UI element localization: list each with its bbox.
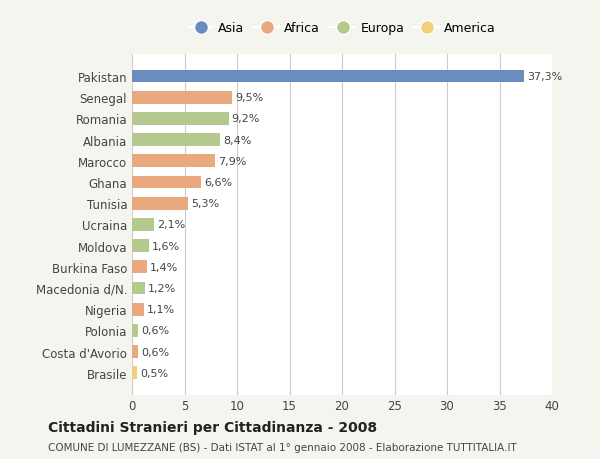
Text: 1,4%: 1,4%	[150, 262, 178, 272]
Text: 1,2%: 1,2%	[148, 283, 176, 293]
Text: COMUNE DI LUMEZZANE (BS) - Dati ISTAT al 1° gennaio 2008 - Elaborazione TUTTITAL: COMUNE DI LUMEZZANE (BS) - Dati ISTAT al…	[48, 442, 517, 452]
Bar	[132, 134, 220, 147]
Bar	[132, 155, 215, 168]
Bar	[132, 240, 149, 252]
Text: 7,9%: 7,9%	[218, 157, 247, 167]
Text: 0,6%: 0,6%	[142, 347, 170, 357]
Text: 0,5%: 0,5%	[140, 368, 169, 378]
Text: 8,4%: 8,4%	[223, 135, 252, 146]
Text: 0,6%: 0,6%	[142, 326, 170, 336]
Text: 2,1%: 2,1%	[157, 220, 185, 230]
Bar	[132, 303, 143, 316]
Text: Cittadini Stranieri per Cittadinanza - 2008: Cittadini Stranieri per Cittadinanza - 2…	[48, 420, 377, 435]
Bar	[132, 325, 139, 337]
Text: 1,6%: 1,6%	[152, 241, 180, 251]
Bar	[132, 346, 139, 358]
Text: 37,3%: 37,3%	[527, 72, 562, 82]
Text: 9,2%: 9,2%	[232, 114, 260, 124]
Bar	[132, 71, 524, 83]
Text: 1,1%: 1,1%	[146, 304, 175, 314]
Bar	[132, 197, 188, 210]
Bar	[132, 367, 137, 379]
Bar	[132, 113, 229, 125]
Bar	[132, 261, 146, 274]
Text: 9,5%: 9,5%	[235, 93, 263, 103]
Bar	[132, 282, 145, 295]
Text: 5,3%: 5,3%	[191, 199, 219, 209]
Bar	[132, 176, 202, 189]
Bar	[132, 92, 232, 104]
Legend: Asia, Africa, Europa, America: Asia, Africa, Europa, America	[183, 17, 501, 40]
Text: 6,6%: 6,6%	[205, 178, 233, 188]
Bar	[132, 218, 154, 231]
